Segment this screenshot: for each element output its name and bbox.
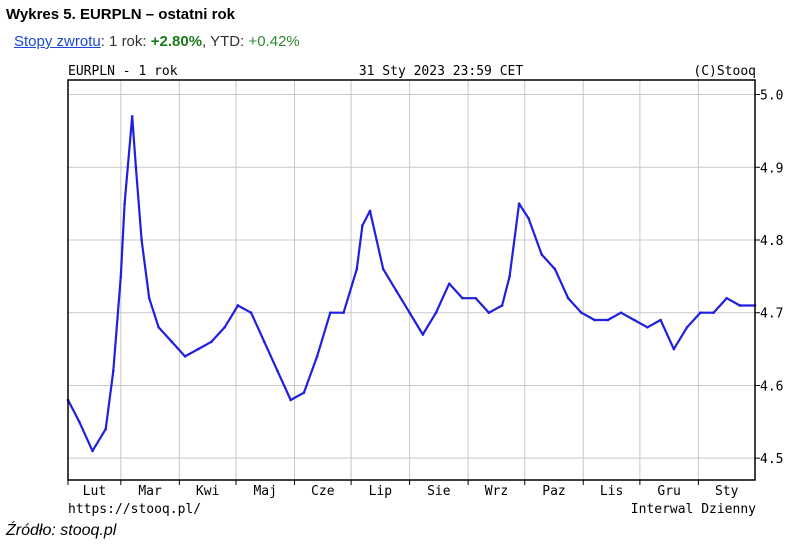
- data-point: [210, 340, 213, 344]
- x-tick-label: Lis: [600, 484, 623, 499]
- data-point: [302, 391, 306, 395]
- chart-container: EURPLN - 1 rok 31 Sty 2023 23:59 CET (C)…: [0, 60, 801, 525]
- y-tick-label: 5.0: [760, 89, 783, 104]
- data-point: [619, 311, 623, 315]
- data-point: [685, 325, 689, 329]
- x-tick-label: Cze: [311, 484, 335, 499]
- data-point: [170, 340, 174, 344]
- data-point: [395, 289, 398, 293]
- y-tick-label: 4.9: [760, 161, 783, 176]
- plot-frame: [67, 79, 756, 481]
- data-point: [474, 296, 477, 300]
- data-point: [447, 282, 451, 285]
- data-point: [236, 304, 240, 307]
- data-point: [329, 311, 332, 315]
- data-point: [289, 398, 293, 402]
- x-tick-label: Paz: [542, 484, 565, 499]
- data-point: [130, 115, 134, 118]
- chart-instrument-label: EURPLN - 1 rok: [68, 64, 178, 79]
- data-point: [368, 209, 372, 213]
- x-tick-label: Wrz: [485, 484, 508, 499]
- x-tick-label: Lut: [83, 484, 106, 499]
- data-point: [183, 355, 187, 358]
- eurpln-chart: EURPLN - 1 rok 31 Sty 2023 23:59 CET (C)…: [0, 60, 801, 520]
- data-point: [262, 340, 266, 344]
- data-point: [434, 311, 438, 315]
- source-note: Źródło: stooq.pl: [6, 522, 117, 539]
- data-point: [566, 296, 570, 300]
- x-tick-label: Sty: [715, 484, 739, 499]
- data-point: [500, 304, 504, 307]
- x-tick-label: Lip: [369, 484, 393, 499]
- data-point: [276, 369, 279, 373]
- data-point: [632, 318, 636, 322]
- data-point: [196, 347, 200, 351]
- data-point: [111, 369, 115, 373]
- data-point: [140, 238, 143, 242]
- chart-url-label[interactable]: https://stooq.pl/: [68, 502, 201, 517]
- grid: [68, 80, 755, 480]
- returns-ytd-label: , YTD:: [202, 33, 249, 50]
- y-axis: 4.5 4.6 4.7 4.8 4.9 5.0: [755, 89, 783, 467]
- chart-copyright-label: (C)Stooq: [693, 64, 756, 79]
- data-point: [223, 325, 226, 329]
- x-tick-label: Maj: [253, 484, 276, 499]
- data-point: [381, 267, 385, 271]
- returns-ytd-value: +0.42%: [248, 33, 300, 50]
- data-point: [315, 355, 319, 358]
- x-tick-label: Kwi: [196, 484, 219, 499]
- data-point: [738, 304, 742, 307]
- data-point: [78, 420, 81, 424]
- chart-title: Wykres 5. EURPLN – ostatni rok: [6, 6, 235, 23]
- data-point: [487, 311, 491, 315]
- data-point: [712, 311, 715, 315]
- returns-summary: Stopy zwrotu: 1 rok: +2.80%, YTD: +0.42%: [14, 33, 300, 50]
- x-tick-label: Mar: [138, 484, 162, 499]
- x-tick-label: Gru: [657, 484, 680, 499]
- data-point: [553, 267, 557, 271]
- data-point: [461, 296, 464, 300]
- data-point: [517, 202, 521, 205]
- returns-1y-value: +2.80%: [150, 33, 203, 50]
- data-point: [342, 311, 345, 315]
- data-point: [593, 318, 596, 322]
- chart-date-label: 31 Sty 2023 23:59 CET: [359, 64, 524, 79]
- y-tick-label: 4.6: [760, 379, 783, 394]
- data-point: [421, 333, 425, 336]
- x-tick-label: Sie: [427, 484, 451, 499]
- data-point: [508, 275, 511, 278]
- data-point: [134, 165, 138, 169]
- data-point: [104, 427, 108, 431]
- y-tick-label: 4.8: [760, 234, 783, 249]
- data-point: [157, 325, 160, 329]
- data-point: [147, 296, 151, 300]
- y-tick-label: 4.7: [760, 307, 783, 322]
- data-point: [123, 202, 126, 205]
- data-point: [606, 318, 610, 322]
- data-point: [408, 311, 411, 315]
- returns-link[interactable]: Stopy zwrotu: [14, 33, 101, 50]
- x-axis: Lut Mar Kwi Maj Cze Lip Sie Wrz Paz Lis Gru Sty: [67, 480, 739, 499]
- data-point: [698, 311, 702, 315]
- data-point: [249, 311, 253, 315]
- data-point: [119, 275, 123, 278]
- y-tick-label: 4.5: [760, 452, 783, 467]
- data-point: [540, 253, 544, 256]
- data-point: [659, 318, 662, 322]
- returns-1y-label: : 1 rok:: [100, 33, 151, 50]
- data-point: [725, 296, 728, 300]
- data-point: [646, 325, 649, 329]
- data-point: [527, 216, 530, 220]
- chart-interval-label: Interwal Dzienny: [631, 502, 756, 517]
- data-point: [355, 267, 359, 271]
- data-point: [361, 224, 364, 227]
- data-point: [580, 311, 583, 315]
- data-point: [672, 347, 676, 351]
- data-point: [91, 449, 94, 453]
